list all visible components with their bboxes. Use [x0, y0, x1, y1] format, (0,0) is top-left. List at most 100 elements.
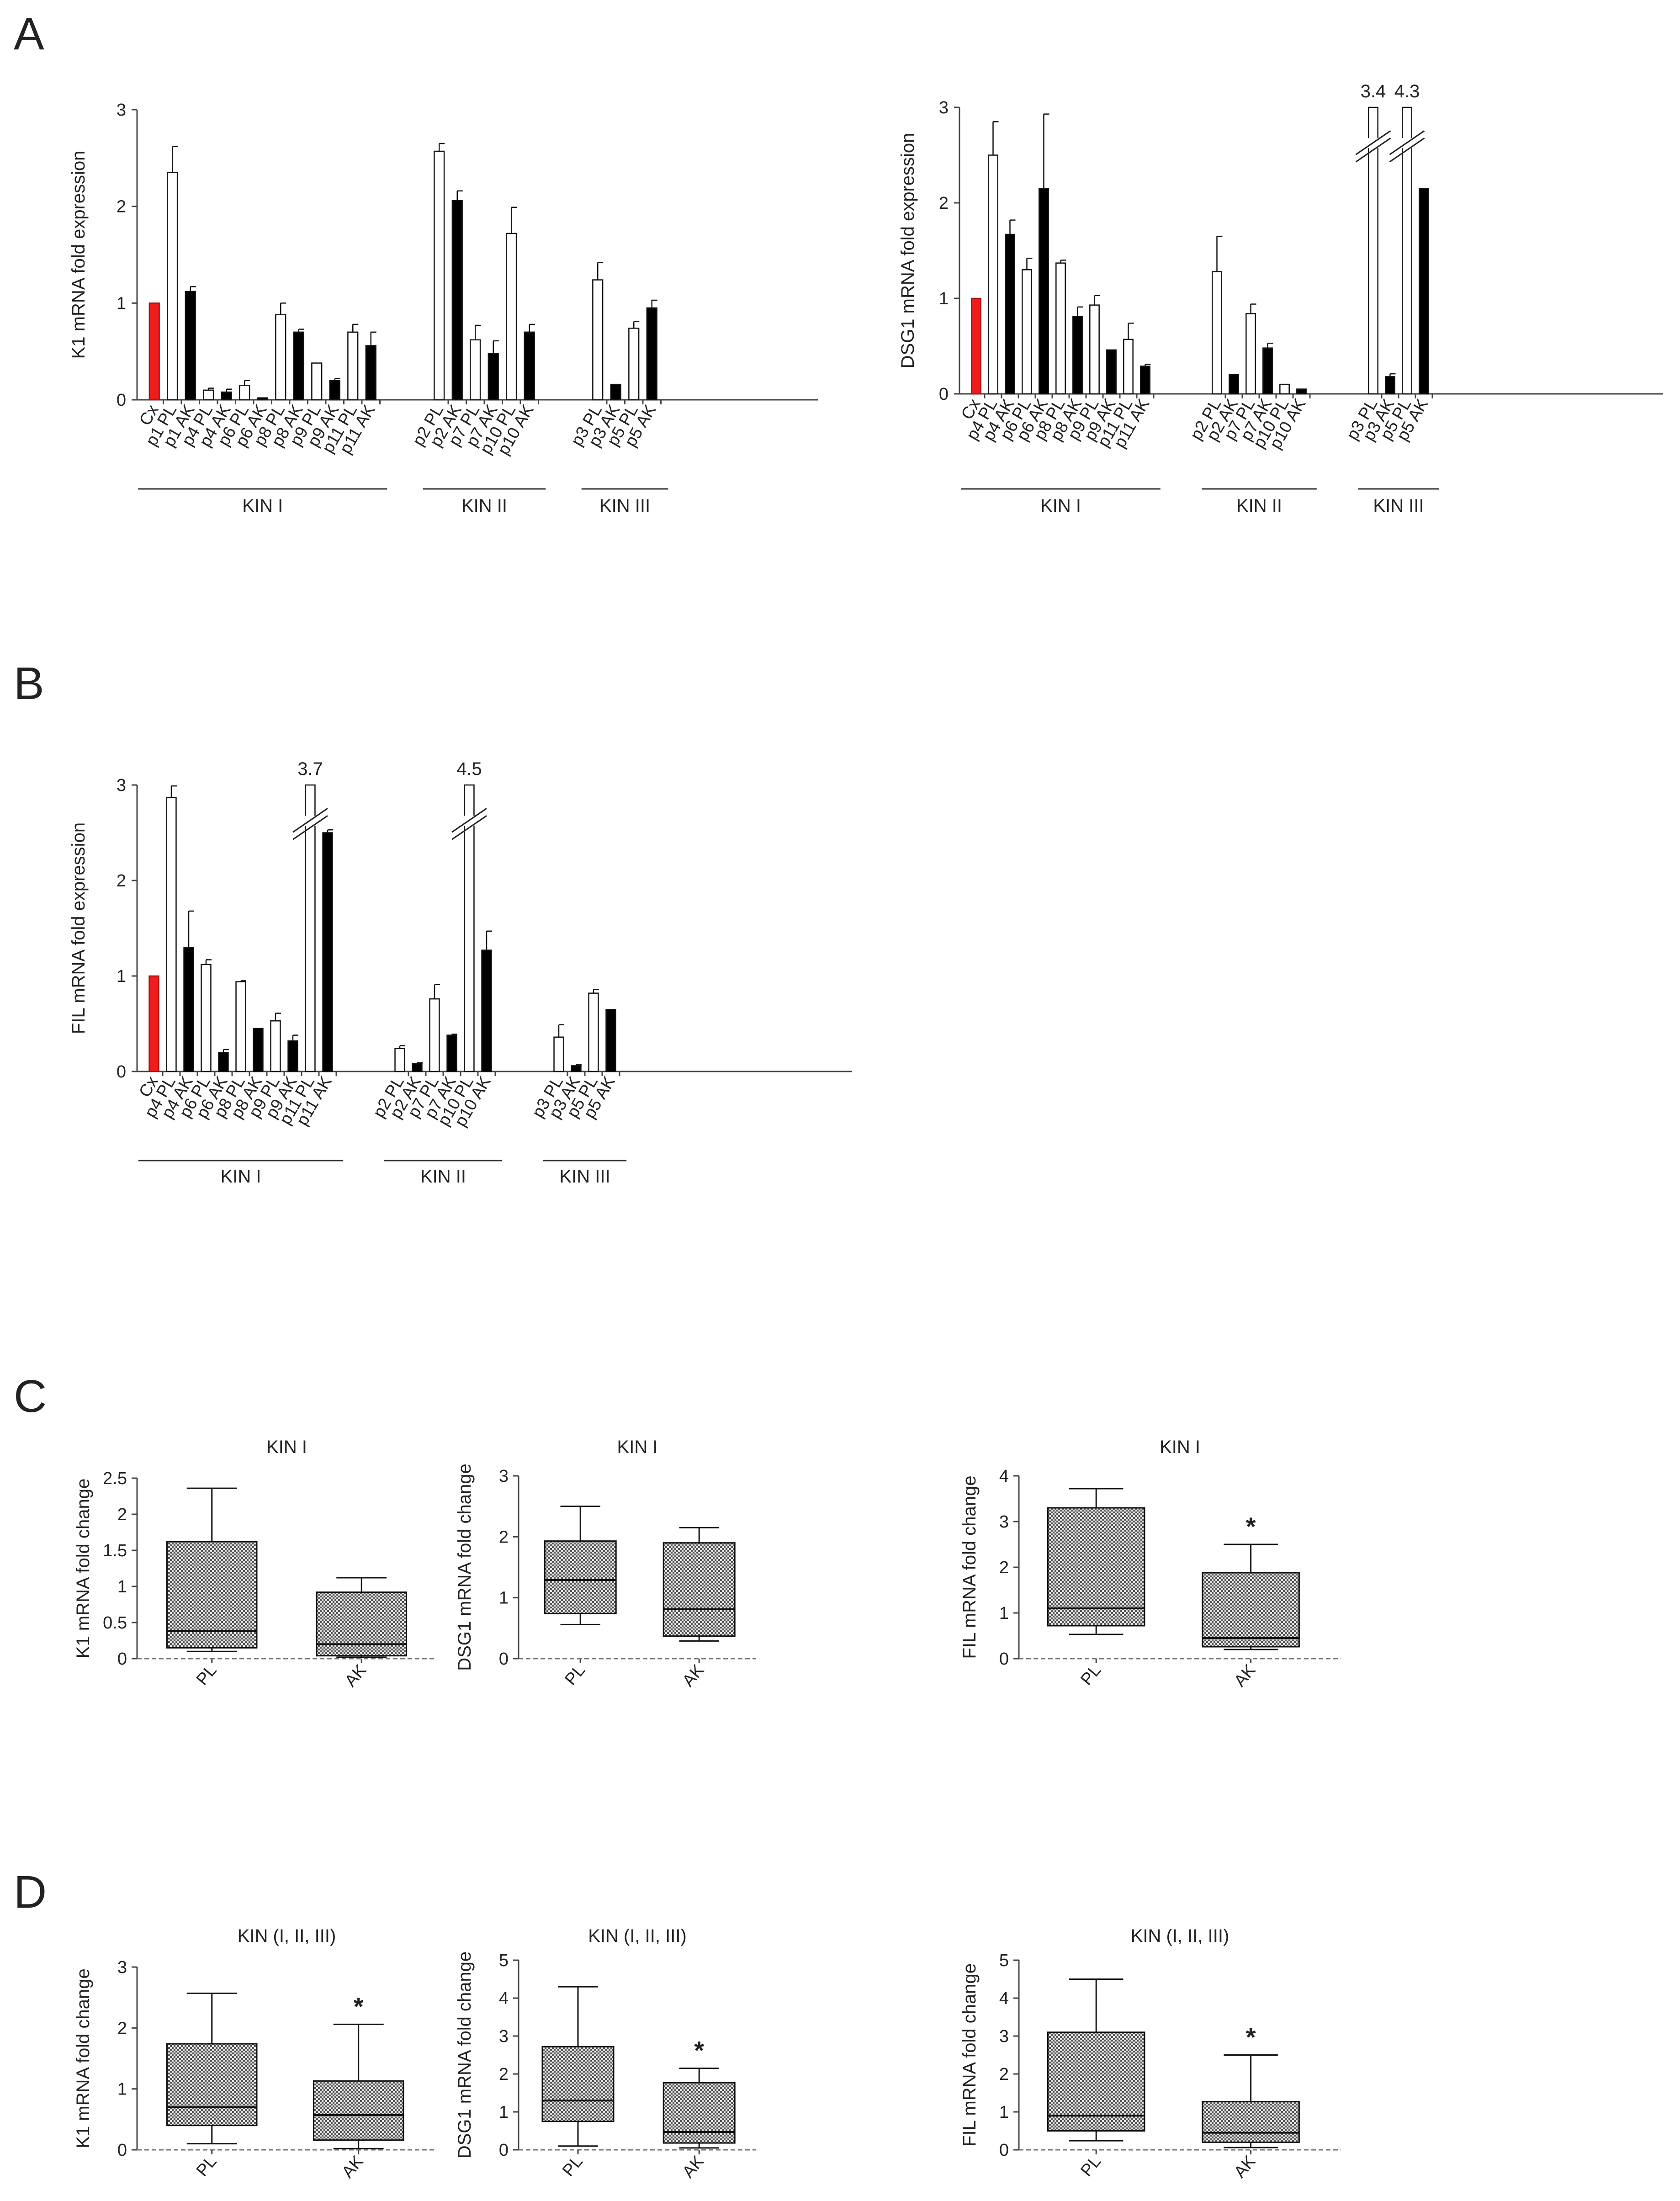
bar-p2-pl [434, 150, 445, 401]
y-tick-label: 0 [117, 2141, 127, 2160]
x-tick-label: PL [1077, 1661, 1105, 1689]
bar-p6-ak [218, 1051, 229, 1072]
y-tick-label: 3 [499, 1467, 509, 1486]
bar-p9-pl [270, 1020, 281, 1072]
y-tick-label: 3 [117, 1958, 127, 1977]
y-tick-label: 1 [117, 1577, 127, 1596]
axis-break-slash [292, 808, 328, 833]
axis-break-slash [451, 808, 487, 833]
bar-p2-pl [1212, 271, 1222, 395]
bar-p6-pl [1022, 269, 1032, 395]
box-ak [662, 1542, 736, 1637]
dsg1-kin1-box-plot: KIN I 0 1 2 3 DSG1 mRNA fold change PL AK [455, 1437, 756, 1690]
bar-p2-ak [451, 200, 463, 401]
bar-p4-pl [203, 389, 214, 401]
group-label-kin-iii: KIN III [1373, 496, 1424, 516]
bar-cx [148, 302, 160, 401]
y-tick-label: 0 [999, 1649, 1009, 1669]
y-tick-label: 3 [999, 2027, 1009, 2046]
bar-p11-ak [322, 832, 333, 1072]
bar-p5-pl [1402, 106, 1412, 395]
box-ak [1202, 1572, 1300, 1648]
bar-p10-ak [481, 949, 492, 1072]
axis-break-slash [1389, 138, 1425, 163]
chart-title: KIN (I, II, III) [238, 1926, 336, 1946]
panel-letter-b: B [14, 658, 44, 709]
chart-title: KIN I [617, 1437, 658, 1457]
y-axis-label: DSG1 mRNA fold change [455, 1464, 475, 1671]
x-tick-label: AK [678, 1661, 707, 1690]
y-tick-label: 2.5 [103, 1469, 127, 1488]
y-tick-label: 3 [117, 101, 126, 120]
bar-p3-pl [592, 279, 604, 401]
box-pl [541, 2046, 615, 2122]
y-tick-label: 0 [939, 385, 949, 404]
bar-p3-ak [571, 1065, 582, 1072]
box-pl [166, 2043, 258, 2127]
dsg1-kin-all-box-plot: KIN (I, II, III) 0 1 2 3 4 5 DSG1 mRNA fold cha… [455, 1926, 756, 2181]
group-label-kin-iii: KIN III [559, 1167, 610, 1187]
group-label-kin-i: KIN I [1040, 496, 1081, 516]
bar-p9-ak [287, 1040, 298, 1072]
y-tick-label: 0.5 [103, 1613, 127, 1633]
axis-break-slash [1389, 130, 1425, 155]
y-tick-label: 3 [939, 98, 949, 117]
break-value-label: 3.7 [297, 759, 323, 779]
group-label-kin-ii: KIN II [461, 496, 507, 516]
bar-p11-ak [1140, 366, 1150, 395]
significance-star: * [1246, 2023, 1256, 2052]
y-tick-label: 1 [117, 967, 126, 986]
k1-kin1-box-plot: KIN I 0 0.5 1 1.5 2 2.5 K1 mRNA fold change PL AK [73, 1437, 436, 1690]
y-axis-label: K1 mRNA fold change [73, 1479, 93, 1659]
bar-p5-pl [588, 992, 599, 1072]
y-tick-label: 2 [999, 2065, 1009, 2084]
x-tick-label: AK [1230, 1661, 1259, 1690]
significance-star: * [694, 2036, 704, 2065]
bar-p5-ak [646, 307, 657, 401]
y-tick-label: 3 [117, 776, 126, 795]
y-axis-label: FIL mRNA fold change [959, 1963, 980, 2147]
chart-title: KIN I [1160, 1437, 1200, 1457]
y-tick-label: 4 [499, 1989, 509, 2008]
bar-p4-ak [221, 391, 232, 401]
y-tick-label: 4 [999, 1989, 1009, 2008]
bar-p4-pl [988, 154, 998, 395]
x-tick-label: AK [338, 2152, 367, 2181]
box-ak [662, 2082, 736, 2144]
bar-p11-pl [305, 784, 316, 1072]
bar-p9-pl [311, 362, 323, 401]
bar-p6-ak [257, 397, 268, 401]
bar-p9-pl [1089, 304, 1100, 395]
k1-kin-all-box-plot: KIN (I, II, III) 0 1 2 3 K1 mRNA fold change P… [73, 1926, 436, 2181]
panel-letter-a: A [14, 8, 44, 59]
y-tick-label: 0 [117, 1062, 126, 1082]
bar-p6-pl [201, 964, 212, 1072]
x-tick-label: PL [561, 1661, 589, 1689]
break-value-label: 4.5 [456, 759, 482, 779]
axis-break-slash [1355, 138, 1391, 163]
y-tick-label: 1 [939, 289, 949, 308]
y-axis-label: DSG1 mRNA fold change [455, 1952, 475, 2159]
bar-p4-ak [1005, 233, 1015, 395]
y-tick-label: 2 [117, 871, 126, 891]
bar-p5-pl [628, 328, 640, 401]
y-axis-label: K1 mRNA fold expression [69, 151, 89, 359]
y-tick-label: 0 [117, 1649, 127, 1669]
bar-p11-pl [347, 331, 359, 401]
bar-p3-ak [610, 383, 621, 401]
x-tick-label: PL [192, 1661, 220, 1689]
y-tick-label: 2 [117, 2019, 127, 2038]
bar-p10-ak [524, 331, 535, 401]
bar-cx [971, 297, 981, 395]
y-tick-label: 3 [499, 2027, 509, 2046]
bar-cx [148, 975, 159, 1072]
group-label-kin-ii: KIN II [420, 1167, 466, 1187]
bar-p7-pl [429, 998, 440, 1072]
chart-title: KIN I [266, 1437, 307, 1457]
bar-p10-pl [1279, 383, 1290, 395]
y-axis-label: FIL mRNA fold expression [69, 822, 89, 1034]
axis-break-slash [1355, 130, 1391, 155]
y-tick-label: 0 [999, 2141, 1009, 2160]
